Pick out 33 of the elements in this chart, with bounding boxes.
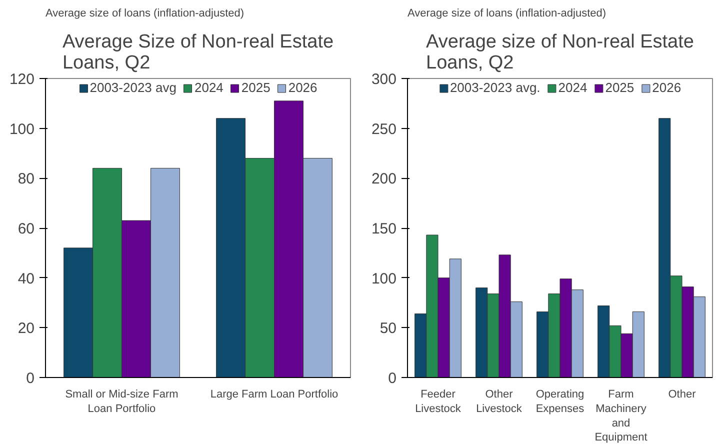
x-tick-label: Small or Mid-size Farm Loan Portfolio [65, 388, 178, 415]
x-tick-label: Large Farm Loan Portfolio [210, 388, 338, 400]
y-tick-label: 50 [380, 320, 397, 338]
y-tick-label: 0 [26, 370, 34, 387]
y-tick-label: 60 [18, 220, 35, 238]
y-tick-label: 300 [371, 71, 397, 88]
y-tick-label: 20 [18, 320, 35, 338]
y-tick-label: 250 [371, 120, 397, 138]
x-tick-label: Other Livestock [476, 388, 522, 415]
y-tick-label: 200 [371, 170, 397, 188]
legend-label: 2026 [288, 80, 318, 95]
y-tick-label: 80 [18, 170, 35, 188]
y-axis-title: Average size of loans (inflation-adjusted) [408, 8, 606, 20]
legend-label: 2024 [194, 80, 224, 95]
y-axis-title: Average size of loans (inflation-adjusted) [46, 8, 244, 20]
legend-label: 2025 [605, 80, 634, 95]
legend-label: 2003-2023 avg [90, 80, 176, 95]
legend-label: 2026 [652, 80, 682, 95]
chart-title: Average Size of Non-real Estate Loans, Q2 [62, 32, 334, 74]
x-tick-label: Farm Machinery and Equipment [594, 388, 648, 444]
y-tick-label: 100 [371, 270, 397, 288]
legend-label: 2024 [558, 80, 588, 95]
y-tick-label: 150 [371, 220, 397, 238]
y-tick-label: 120 [9, 71, 35, 88]
chart-title: Average size of Non-real Estate Loans, Q2 [426, 32, 694, 74]
x-tick-label: Operating Expenses [536, 388, 585, 415]
y-tick-label: 40 [18, 270, 35, 288]
legend-label: 2003-2023 avg. [450, 80, 540, 95]
x-tick-label: Other [668, 388, 696, 400]
x-tick-label: Feeder Livestock [415, 388, 462, 415]
y-tick-label: 0 [388, 370, 396, 387]
y-tick-label: 100 [9, 120, 35, 138]
legend-label: 2025 [241, 80, 270, 95]
